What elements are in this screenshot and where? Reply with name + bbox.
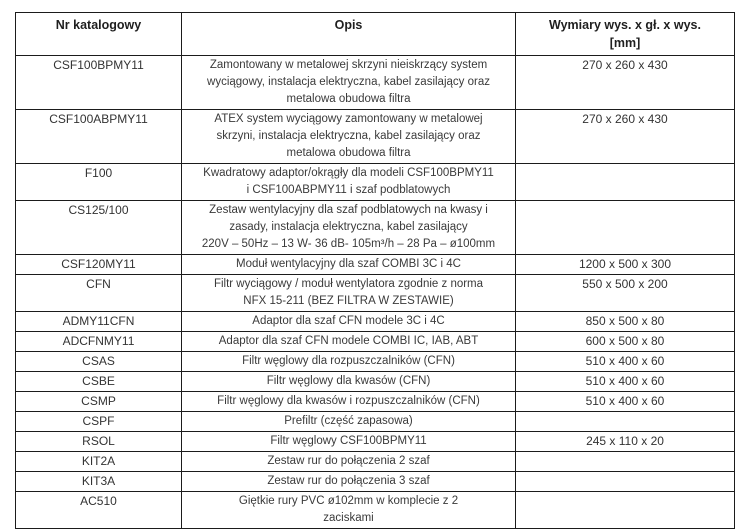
cell-description: Filtr węglowy dla rozpuszczalników (CFN) bbox=[181, 351, 516, 372]
cell-catalog-number: CSF120MY11 bbox=[15, 254, 182, 275]
cell-dimensions: 510 x 400 x 60 bbox=[515, 351, 735, 372]
cell-dimensions: 270 x 260 x 430 bbox=[515, 109, 735, 164]
table-body: CSF100BPMY11 Zamontowany w metalowej skr… bbox=[15, 55, 735, 529]
cell-catalog-number: CS125/100 bbox=[15, 200, 182, 255]
table-row: RSOL Filtr węglowy CSF100BPMY11 245 x 11… bbox=[15, 431, 735, 452]
cell-description: Filtr węglowy dla kwasów i rozpuszczalni… bbox=[181, 391, 516, 412]
cell-description: Adaptor dla szaf CFN modele COMBI IC, IA… bbox=[181, 331, 516, 352]
cell-dimensions bbox=[515, 411, 735, 432]
cell-dimensions: 600 x 500 x 80 bbox=[515, 331, 735, 352]
cell-dimensions: 510 x 400 x 60 bbox=[515, 391, 735, 412]
cell-description: Zestaw rur do połączenia 3 szaf bbox=[181, 471, 516, 492]
cell-catalog-number: CSAS bbox=[15, 351, 182, 372]
cell-catalog-number: ADCFNMY11 bbox=[15, 331, 182, 352]
table-row: ADMY11CFN Adaptor dla szaf CFN modele 3C… bbox=[15, 311, 735, 332]
cell-catalog-number: CSF100BPMY11 bbox=[15, 55, 182, 110]
cell-description: Filtr wyciągowy / moduł wentylatora zgod… bbox=[181, 274, 516, 312]
cell-dimensions: 550 x 500 x 200 bbox=[515, 274, 735, 312]
table-row: ADCFNMY11 Adaptor dla szaf CFN modele CO… bbox=[15, 331, 735, 352]
table-row: CSBE Filtr węglowy dla kwasów (CFN) 510 … bbox=[15, 371, 735, 392]
header-dimensions: Wymiary wys. x gł. x wys. [mm] bbox=[515, 12, 735, 56]
cell-dimensions bbox=[515, 163, 735, 201]
table-row: CFN Filtr wyciągowy / moduł wentylatora … bbox=[15, 274, 735, 312]
cell-catalog-number: CSF100ABPMY11 bbox=[15, 109, 182, 164]
cell-dimensions bbox=[515, 451, 735, 472]
cell-dimensions: 850 x 500 x 80 bbox=[515, 311, 735, 332]
cell-dimensions: 510 x 400 x 60 bbox=[515, 371, 735, 392]
cell-description: Zestaw wentylacyjny dla szaf podblatowyc… bbox=[181, 200, 516, 255]
table-row: CSPF Prefiltr (część zapasowa) bbox=[15, 411, 735, 432]
table-row: CSF120MY11 Moduł wentylacyjny dla szaf C… bbox=[15, 254, 735, 275]
table-header-row: Nr katalogowy Opis Wymiary wys. x gł. x … bbox=[15, 12, 735, 56]
table-row: CSF100BPMY11 Zamontowany w metalowej skr… bbox=[15, 55, 735, 110]
table-row: AC510 Giętkie rury PVC ø102mm w kompleci… bbox=[15, 491, 735, 529]
cell-dimensions bbox=[515, 491, 735, 529]
table-row: CS125/100 Zestaw wentylacyjny dla szaf p… bbox=[15, 200, 735, 255]
header-catalog-number: Nr katalogowy bbox=[15, 12, 182, 56]
cell-dimensions bbox=[515, 471, 735, 492]
cell-dimensions: 1200 x 500 x 300 bbox=[515, 254, 735, 275]
cell-description: Kwadratowy adaptor/okrągły dla modeli CS… bbox=[181, 163, 516, 201]
catalog-table: Nr katalogowy Opis Wymiary wys. x gł. x … bbox=[15, 12, 735, 529]
cell-catalog-number: KIT3A bbox=[15, 471, 182, 492]
cell-dimensions bbox=[515, 200, 735, 255]
cell-description: Filtr węglowy CSF100BPMY11 bbox=[181, 431, 516, 452]
cell-description: Adaptor dla szaf CFN modele 3C i 4C bbox=[181, 311, 516, 332]
cell-description: Zamontowany w metalowej skrzyni nieiskrz… bbox=[181, 55, 516, 110]
cell-description: Prefiltr (część zapasowa) bbox=[181, 411, 516, 432]
cell-dimensions: 270 x 260 x 430 bbox=[515, 55, 735, 110]
table-row: CSF100ABPMY11 ATEX system wyciągowy zamo… bbox=[15, 109, 735, 164]
cell-catalog-number: ADMY11CFN bbox=[15, 311, 182, 332]
cell-dimensions: 245 x 110 x 20 bbox=[515, 431, 735, 452]
cell-catalog-number: F100 bbox=[15, 163, 182, 201]
cell-description: Filtr węglowy dla kwasów (CFN) bbox=[181, 371, 516, 392]
table-row: KIT2A Zestaw rur do połączenia 2 szaf bbox=[15, 451, 735, 472]
cell-catalog-number: CSBE bbox=[15, 371, 182, 392]
cell-description: Giętkie rury PVC ø102mm w komplecie z 2 … bbox=[181, 491, 516, 529]
table-row: CSMP Filtr węglowy dla kwasów i rozpuszc… bbox=[15, 391, 735, 412]
cell-catalog-number: CSPF bbox=[15, 411, 182, 432]
cell-catalog-number: KIT2A bbox=[15, 451, 182, 472]
cell-catalog-number: AC510 bbox=[15, 491, 182, 529]
table-row: CSAS Filtr węglowy dla rozpuszczalników … bbox=[15, 351, 735, 372]
cell-catalog-number: CFN bbox=[15, 274, 182, 312]
cell-catalog-number: RSOL bbox=[15, 431, 182, 452]
cell-description: Zestaw rur do połączenia 2 szaf bbox=[181, 451, 516, 472]
cell-description: Moduł wentylacyjny dla szaf COMBI 3C i 4… bbox=[181, 254, 516, 275]
header-description: Opis bbox=[181, 12, 516, 56]
table-row: F100 Kwadratowy adaptor/okrągły dla mode… bbox=[15, 163, 735, 201]
cell-catalog-number: CSMP bbox=[15, 391, 182, 412]
table-row: KIT3A Zestaw rur do połączenia 3 szaf bbox=[15, 471, 735, 492]
cell-description: ATEX system wyciągowy zamontowany w meta… bbox=[181, 109, 516, 164]
